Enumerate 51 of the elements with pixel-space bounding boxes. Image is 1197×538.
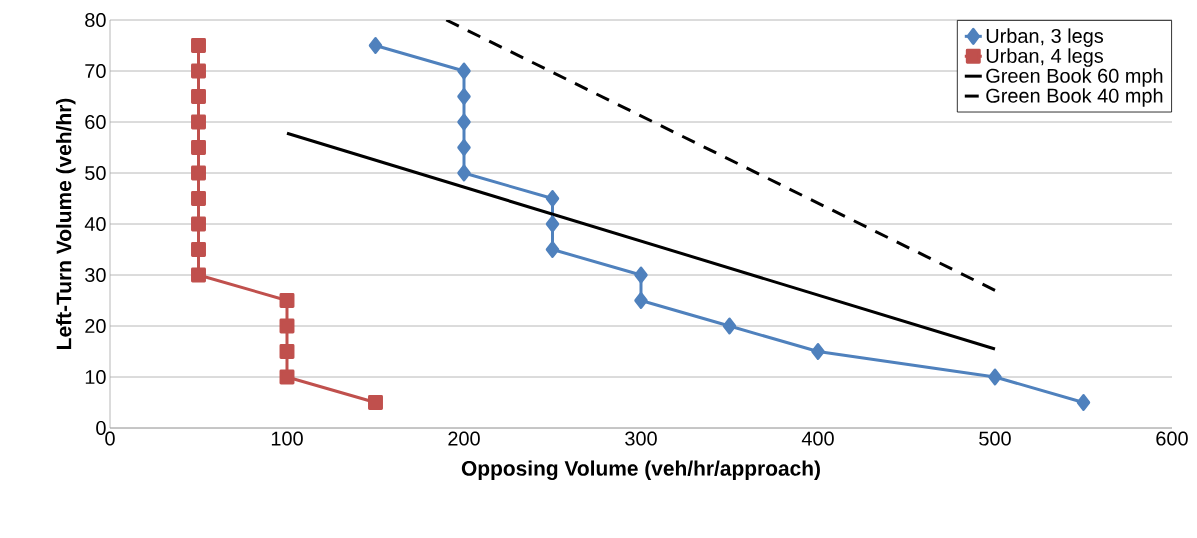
point <box>545 241 560 258</box>
y-tick-label: 60 <box>85 114 106 130</box>
y-tick-label: 70 <box>85 63 106 79</box>
y-tick-label: 40 <box>84 216 106 232</box>
point <box>988 368 1002 386</box>
x-tick-label: 300 <box>625 431 657 446</box>
y-tick-label: 50 <box>85 165 106 181</box>
point <box>191 191 206 206</box>
point <box>191 165 206 181</box>
y-tick-label: 20 <box>85 318 106 334</box>
y-tick-label: 80 <box>85 12 106 28</box>
point <box>191 216 206 232</box>
point <box>634 292 648 309</box>
y-tick-label: 10 <box>85 369 106 385</box>
point <box>191 38 206 53</box>
x-tick-label: 100 <box>271 431 303 446</box>
point <box>191 114 206 130</box>
legend-label: Green Book 60 mph <box>986 68 1163 87</box>
point <box>457 62 471 80</box>
point <box>368 37 383 54</box>
x-tick-label: 500 <box>979 431 1011 446</box>
y-tick-label: 0 <box>96 420 106 436</box>
x-axis-title: Opposing Volume (veh/hr/approach) <box>461 460 820 481</box>
point <box>191 267 206 283</box>
y-tick-label: 30 <box>85 267 106 283</box>
point <box>191 140 206 155</box>
point <box>457 164 471 182</box>
legend-label: Green Book 40 mph <box>986 88 1163 107</box>
point <box>191 242 206 257</box>
point <box>191 63 206 79</box>
legend-label: Urban, 4 legs <box>986 48 1104 67</box>
point <box>279 344 295 359</box>
x-tick-label: 200 <box>448 431 480 446</box>
point <box>1076 394 1091 411</box>
point <box>457 88 471 105</box>
point <box>368 395 383 410</box>
point <box>634 266 648 284</box>
point <box>545 215 560 233</box>
point <box>279 318 295 334</box>
legend-label: Urban, 3 legs <box>986 28 1104 47</box>
point <box>191 89 206 104</box>
point <box>457 139 471 156</box>
point <box>811 343 825 360</box>
point <box>279 369 295 385</box>
point <box>722 317 737 335</box>
point <box>457 113 471 131</box>
x-tick-label: 400 <box>801 431 834 446</box>
y-axis-title: Left-Turn Volume (veh/hr) <box>55 98 76 349</box>
point <box>279 293 295 308</box>
point <box>545 190 560 207</box>
x-tick-label: 600 <box>1156 431 1188 446</box>
